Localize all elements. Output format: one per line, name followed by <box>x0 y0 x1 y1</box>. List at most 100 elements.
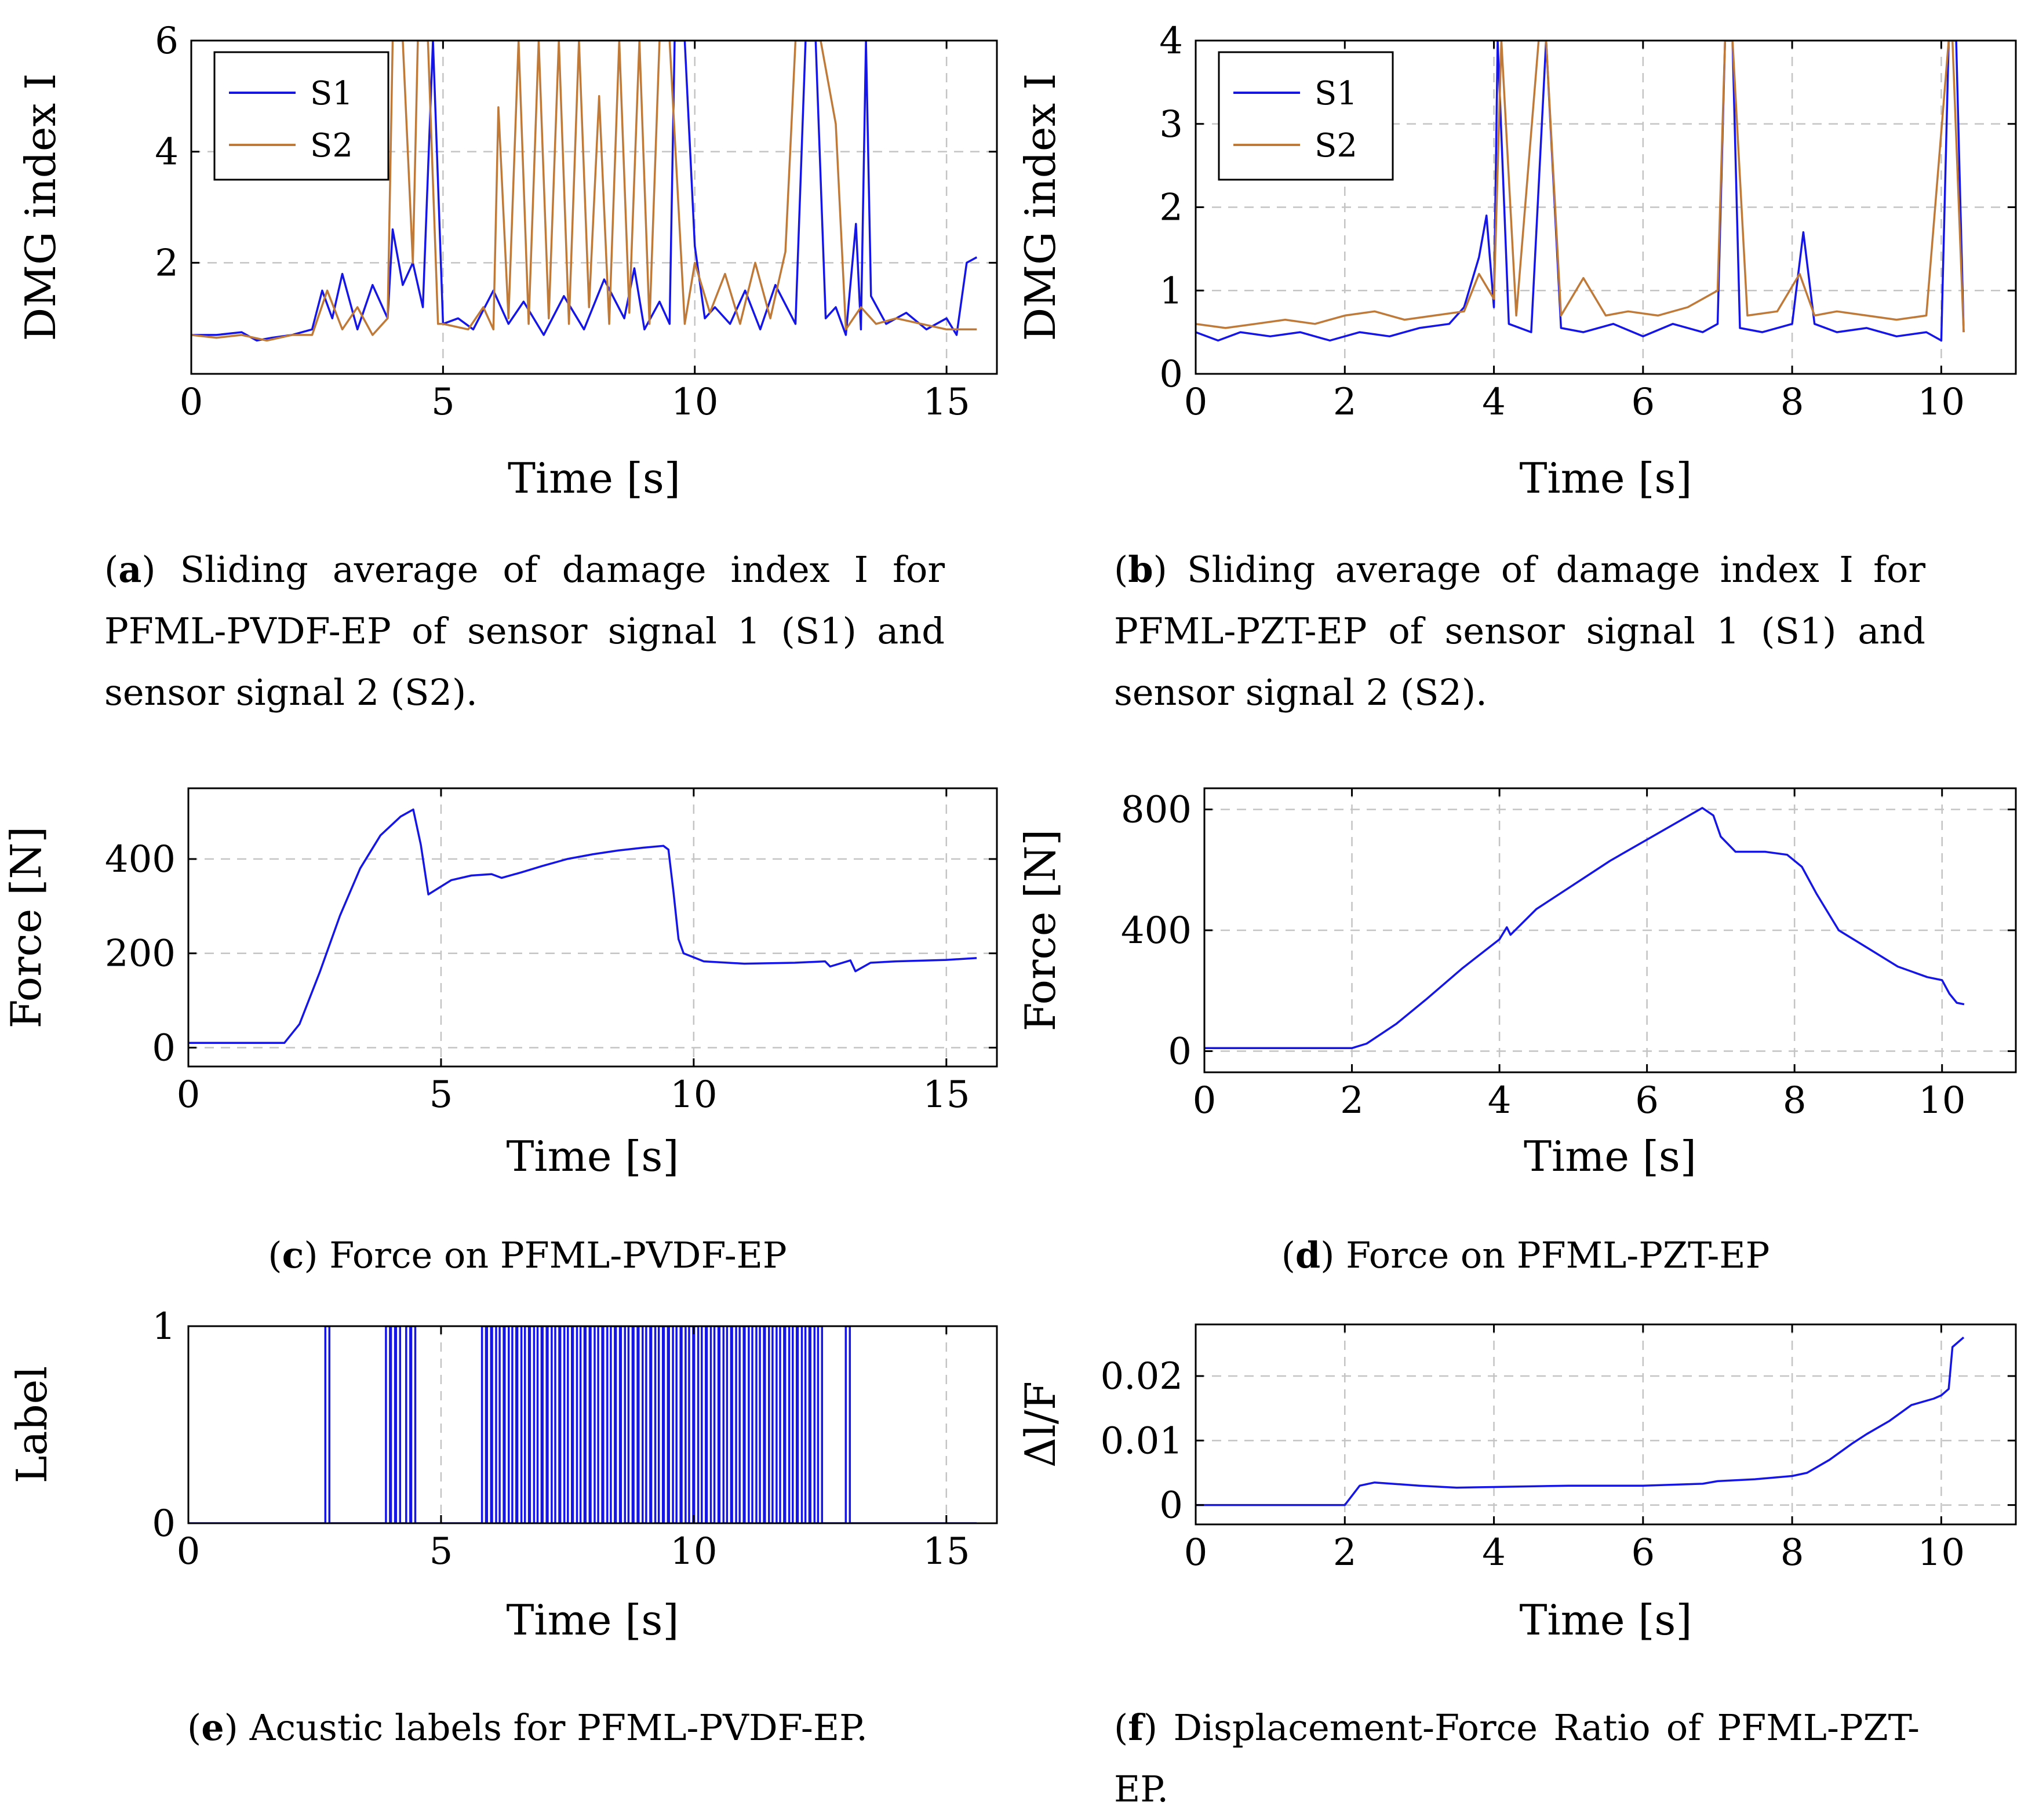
x-tick-label: 0 <box>177 1073 201 1116</box>
x-tick-label: 15 <box>923 381 970 424</box>
x-axis-label: Time [s] <box>507 1132 679 1181</box>
caption-d-letter: d <box>1295 1234 1321 1276</box>
plot-area <box>191 41 978 342</box>
y-axis-label: Δl/F <box>1016 1381 1065 1468</box>
caption-c: (c) Force on PFML-PVDF-EP <box>268 1234 787 1276</box>
plot-area <box>1204 807 1965 1050</box>
caption-b-letter: b <box>1128 548 1153 591</box>
caption-d-text: Force on PFML-PZT-EP <box>1334 1234 1770 1276</box>
x-tick-label: 0 <box>1184 381 1208 424</box>
legend-label-s2: S2 <box>1315 127 1357 165</box>
y-tick-label: 800 <box>1121 788 1192 831</box>
caption-e: (e) Acustic labels for PFML-PVDF-EP. <box>187 1706 868 1749</box>
x-tick-label: 6 <box>1631 381 1655 424</box>
chart-e-svg: 0 5 10 15 0 1 Time [s] Label <box>8 1305 998 1644</box>
x-axis-label: Time [s] <box>507 1596 679 1644</box>
legend-box <box>1218 51 1394 181</box>
x-tick-label: 6 <box>1631 1531 1655 1574</box>
y-axis-label: Force [N] <box>1016 829 1065 1032</box>
x-tick-label: 0 <box>1184 1531 1208 1574</box>
caption-a-text: Sliding average of damage index I for PF… <box>104 548 945 714</box>
caption-d: (d) Force on PFML-PZT-EP <box>1281 1234 1770 1276</box>
y-tick-label: 3 <box>1159 103 1183 146</box>
x-tick-label: 8 <box>1781 381 1804 424</box>
caption-a-letter: a <box>118 548 142 591</box>
x-tick-label: 10 <box>670 1073 717 1116</box>
caption-c-text: Force on PFML-PVDF-EP <box>318 1234 787 1276</box>
series-line-s1 <box>191 41 978 342</box>
chart-d-svg: 0 2 4 6 8 10 0 400 800 Time [s] Force [N] <box>1016 787 2017 1181</box>
x-tick-label: 10 <box>671 381 718 424</box>
chart-e-body: 0 5 10 15 0 1 Time [s] Label <box>8 1305 998 1644</box>
x-tick-label: 4 <box>1482 381 1506 424</box>
chart-c-svg: 0 5 10 15 0 200 400 Time [s] Force [N] <box>2 787 998 1181</box>
plot-frame <box>187 787 998 1068</box>
chart-d: 0 2 4 6 8 10 0 400 800 Time [s] Force [N] <box>1016 771 2039 1211</box>
chart-d-body: 0 2 4 6 8 10 0 400 800 Time [s] Force [N] <box>1016 787 2017 1181</box>
x-tick-label: 2 <box>1340 1079 1364 1122</box>
y-tick-label: 0 <box>1168 1031 1192 1073</box>
series-line-main <box>1196 1336 1965 1506</box>
caption-e-text: Acustic labels for PFML-PVDF-EP. <box>238 1706 868 1749</box>
x-tick-label: 0 <box>177 1530 201 1573</box>
y-tick-label: 0 <box>152 1502 176 1545</box>
series-line-s2 <box>191 41 977 342</box>
series-line-main <box>1204 807 1965 1050</box>
y-tick-label: 0 <box>152 1027 176 1069</box>
y-tick-label: 400 <box>1121 909 1192 952</box>
caption-b-text: Sliding average of damage index I for PF… <box>1114 548 1925 714</box>
y-axis-label: DMG index I <box>16 74 65 341</box>
x-tick-label: 10 <box>1918 381 1965 424</box>
x-tick-label: 15 <box>923 1530 970 1573</box>
x-tick-label: 10 <box>1918 1531 1965 1574</box>
x-tick-label: 5 <box>431 381 455 424</box>
plot-area <box>188 808 977 1044</box>
caption-f-letter: f <box>1128 1706 1144 1749</box>
x-tick-label: 0 <box>180 381 203 424</box>
plot-area <box>188 1326 977 1523</box>
y-tick-label: 0 <box>1159 1484 1183 1527</box>
plot-area <box>1196 41 1965 342</box>
y-tick-label: 0 <box>1159 353 1183 396</box>
legend-label-s1: S1 <box>1315 75 1357 112</box>
y-axis-label: DMG index I <box>1016 74 1065 341</box>
x-tick-label: 4 <box>1482 1531 1506 1574</box>
x-tick-label: 2 <box>1333 381 1357 424</box>
x-axis-label: Time [s] <box>1520 1596 1692 1644</box>
caption-b: (b) Sliding average of damage index I fo… <box>1114 548 1925 714</box>
x-tick-label: 4 <box>1488 1079 1512 1122</box>
legend-label-s2: S2 <box>310 127 353 165</box>
x-tick-label: 0 <box>1193 1079 1217 1122</box>
series-line-s2 <box>1196 41 1965 333</box>
caption-e-letter: e <box>201 1706 224 1749</box>
y-tick-label: 0.02 <box>1101 1355 1184 1398</box>
y-tick-label: 1 <box>1159 270 1183 312</box>
x-tick-label: 2 <box>1333 1531 1357 1574</box>
series-line-main <box>188 1326 977 1523</box>
caption-c-letter: c <box>282 1234 304 1276</box>
x-tick-label: 10 <box>670 1530 717 1573</box>
y-tick-label: 6 <box>155 20 179 63</box>
series-line-s1 <box>1196 41 1965 342</box>
x-tick-label: 5 <box>429 1073 453 1116</box>
chart-a: 0 5 10 15 2 4 6 Time [s] DMG index I S1 S2 <box>0 12 1020 533</box>
x-axis-label: Time [s] <box>1524 1132 1696 1181</box>
y-tick-label: 4 <box>1159 20 1183 63</box>
x-tick-label: 10 <box>1918 1079 1965 1122</box>
x-tick-label: 5 <box>429 1530 453 1573</box>
y-tick-label: 2 <box>1159 187 1183 230</box>
y-tick-label: 4 <box>155 131 179 174</box>
plot-frame <box>187 1325 998 1524</box>
chart-f-svg: 0 2 4 6 8 10 0 0.01 0.02 Time [s] Δl/F <box>1016 1323 2017 1644</box>
chart-f: 0 2 4 6 8 10 0 0.01 0.02 Time [s] Δl/F <box>1016 1298 2039 1681</box>
legend-label-s1: S1 <box>310 75 353 112</box>
legend-box <box>213 51 389 181</box>
y-tick-label: 200 <box>105 933 176 975</box>
plot-frame <box>1195 1323 2017 1526</box>
caption-f-text: Displacement-Force Ratio of PFML-PZT-EP. <box>1114 1706 1920 1810</box>
